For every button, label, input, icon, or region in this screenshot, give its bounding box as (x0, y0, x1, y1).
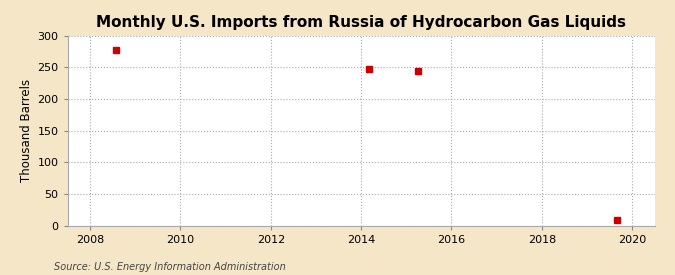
Y-axis label: Thousand Barrels: Thousand Barrels (20, 79, 33, 182)
Title: Monthly U.S. Imports from Russia of Hydrocarbon Gas Liquids: Monthly U.S. Imports from Russia of Hydr… (96, 15, 626, 31)
Text: Source: U.S. Energy Information Administration: Source: U.S. Energy Information Administ… (54, 262, 286, 272)
